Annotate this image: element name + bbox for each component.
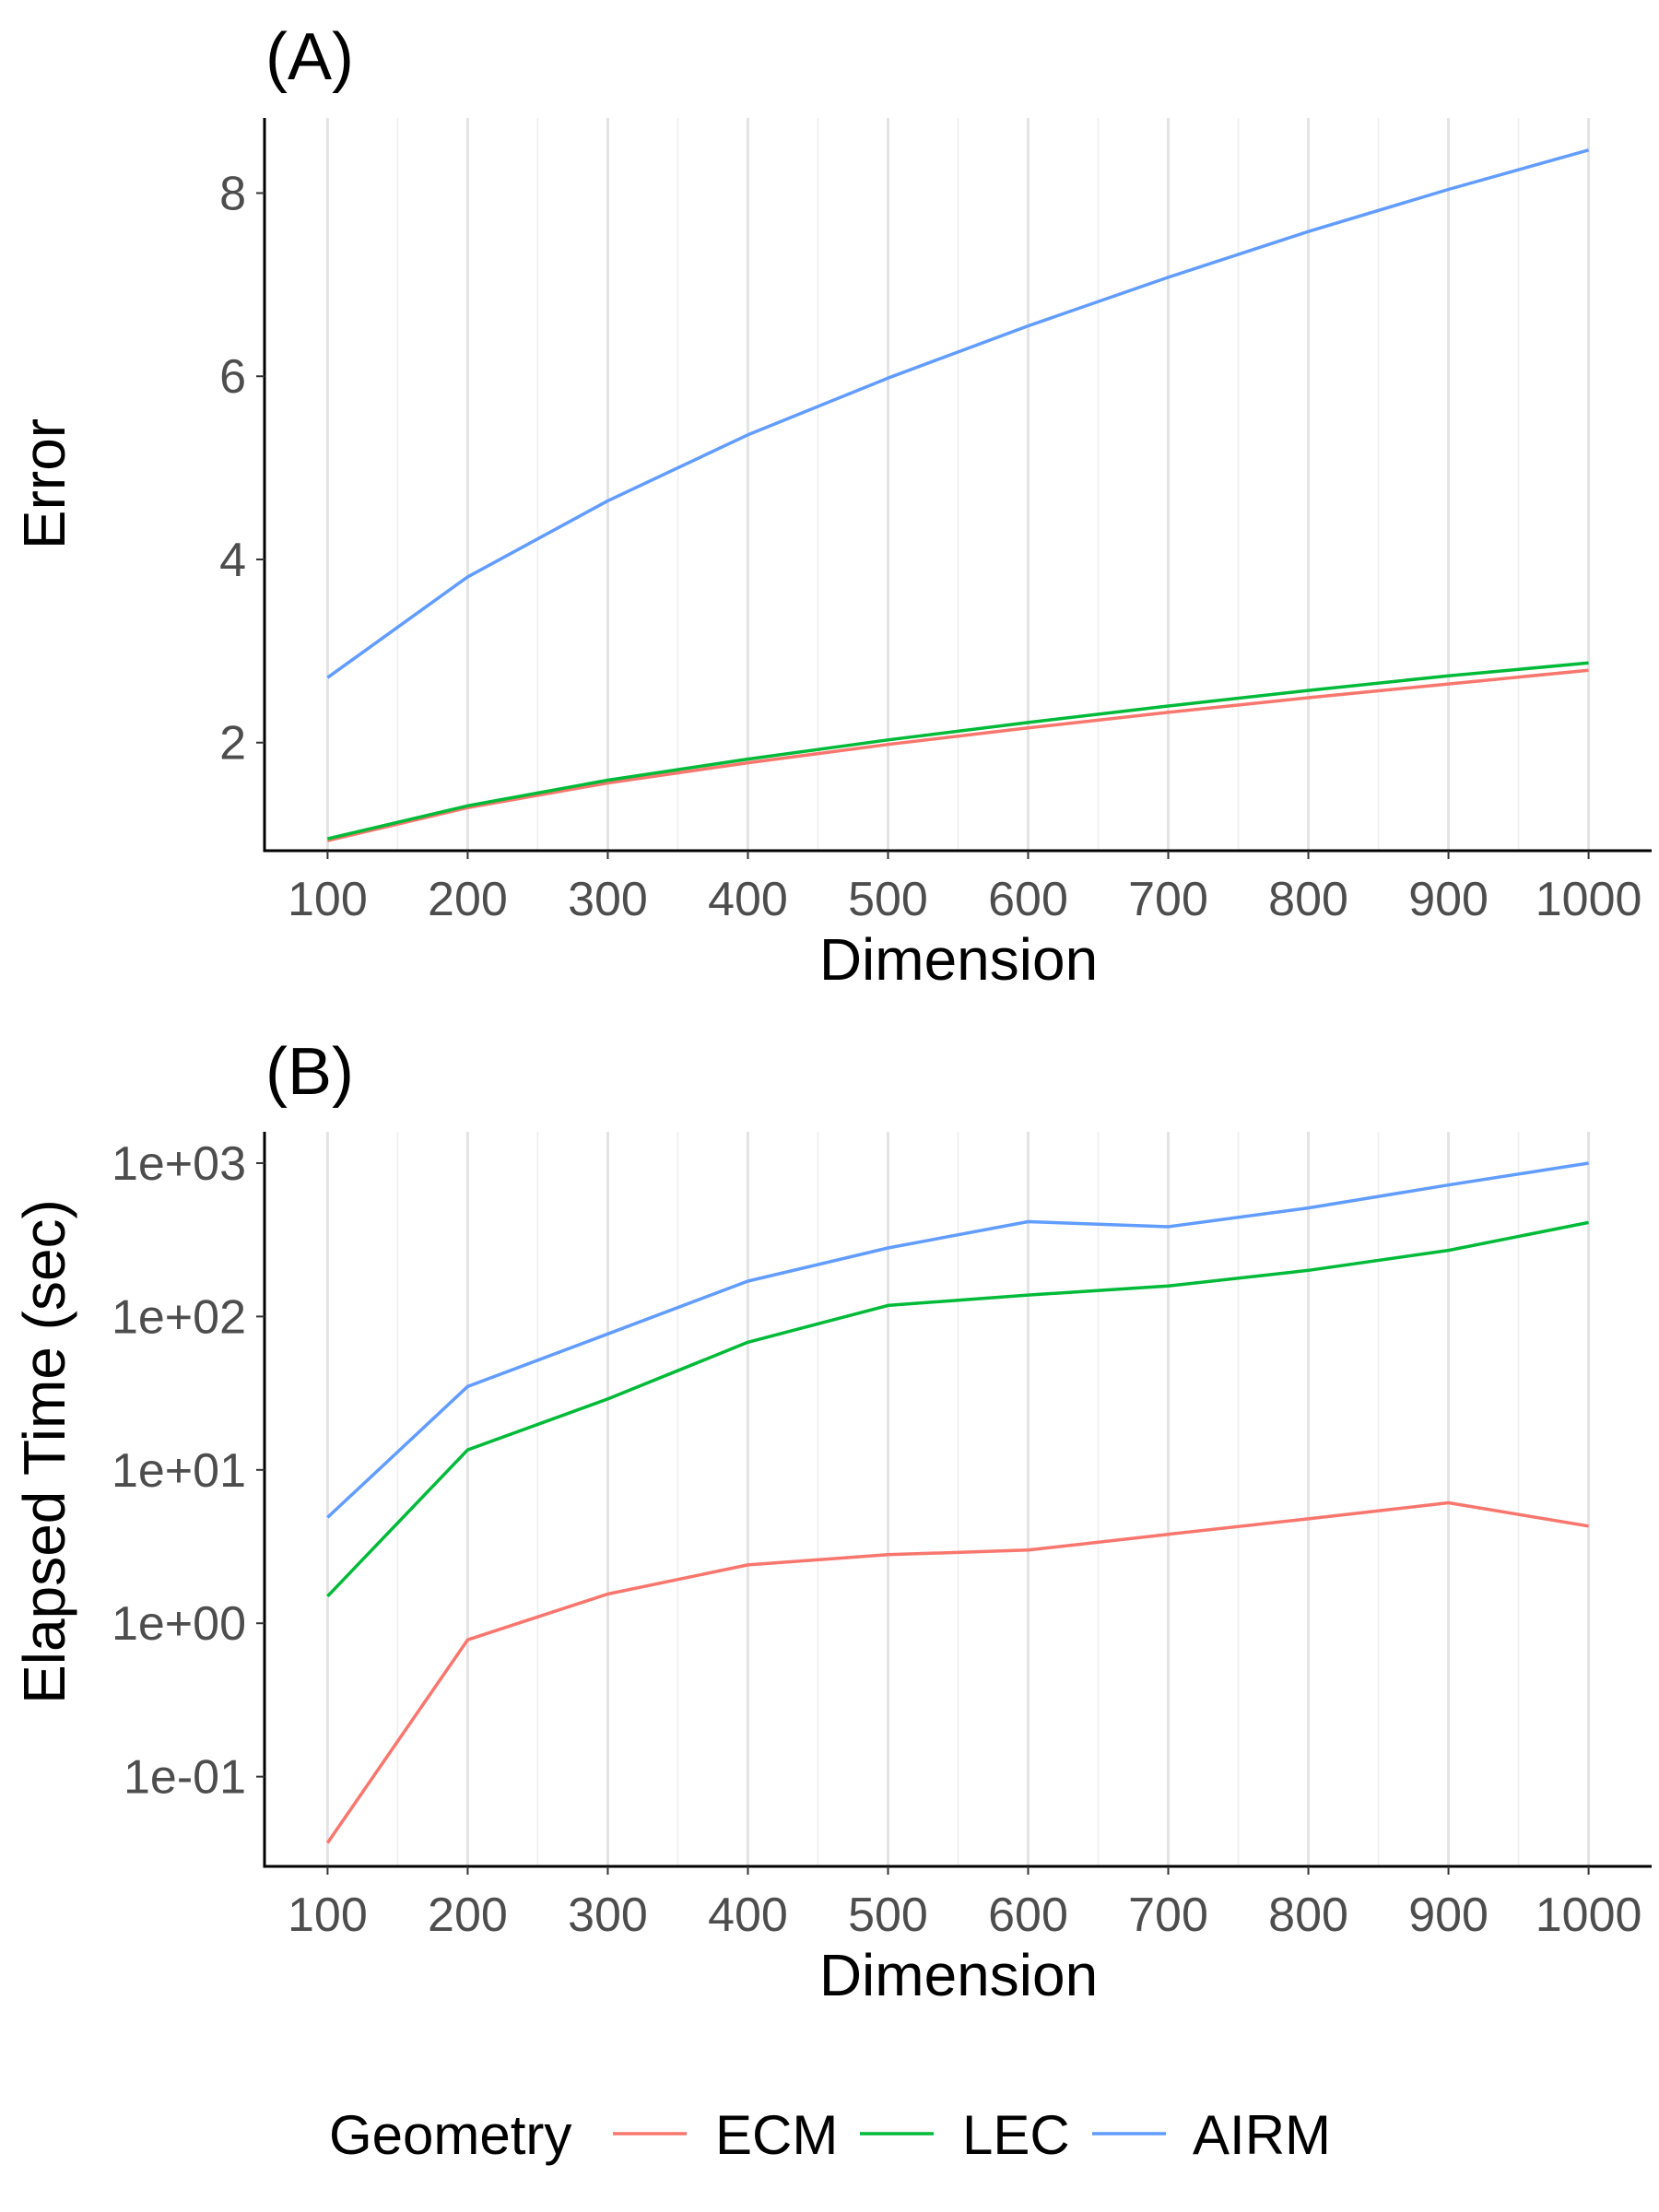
panel-a-x-tick-label: 300 — [568, 873, 648, 926]
panel-a-x-tick-label: 100 — [288, 873, 368, 926]
panel-a-x-tick-label: 200 — [428, 873, 508, 926]
panel-a-series — [326, 148, 1590, 842]
panel-b-x-tick-label: 100 — [288, 1888, 368, 1942]
panel-a-grid — [325, 118, 1591, 851]
panel-a-y-axis-title: Error — [11, 418, 77, 549]
panel-b-series-ecm — [325, 1500, 1589, 1844]
panel-b-x-tick-label: 200 — [428, 1888, 508, 1942]
panel-a-x-tick-label: 400 — [708, 873, 788, 926]
panel-a-x-tick-label: 900 — [1408, 873, 1488, 926]
panel-a-y-tick-label: 2 — [219, 717, 246, 771]
panel-b-y-tick-label: 1e-01 — [124, 1751, 246, 1805]
panel-b-series-airm — [326, 1161, 1589, 1519]
panel-b-title: (B) — [265, 1035, 354, 1109]
panel-a-y-tick-label: 4 — [219, 534, 246, 587]
panel-b-y-ticks: 1e-01 1e+00 1e+01 1e+02 1e+03 — [112, 1137, 265, 1805]
panel-b-x-tick-label: 800 — [1268, 1888, 1348, 1942]
panel-a-series-airm — [326, 148, 1590, 679]
panel-a-series-lec — [326, 661, 1589, 841]
panel-a-series-ecm — [326, 668, 1589, 842]
panel-a-y-ticks: 2 4 6 8 — [219, 167, 265, 771]
panel-a-y-tick-label: 8 — [219, 167, 246, 220]
panel-b-x-ticks: 100 200 300 400 500 600 700 800 900 1000 — [288, 1866, 1641, 1942]
legend-label-lec: LEC — [962, 2104, 1070, 2166]
panel-a-title: (A) — [265, 20, 354, 94]
legend-label-airm: AIRM — [1193, 2104, 1331, 2166]
panel-b-x-tick-label: 300 — [568, 1888, 648, 1942]
panel-b-x-tick-label: 900 — [1408, 1888, 1488, 1942]
panel-b-x-tick-label: 600 — [988, 1888, 1068, 1942]
panel-b-series — [325, 1161, 1589, 1844]
panel-b-x-axis-title: Dimension — [819, 1942, 1098, 2008]
panel-a-x-tick-label: 700 — [1128, 873, 1208, 926]
panel-a-x-ticks: 100 200 300 400 500 600 700 800 900 1000 — [288, 851, 1641, 926]
panel-b: (B) 100 200 300 400 500 600 700 800 900 1000 1e-0… — [11, 1035, 1652, 2008]
panel-a-x-axis-title: Dimension — [819, 926, 1098, 993]
panel-b-grid — [325, 1132, 1591, 1866]
panel-b-x-tick-label: 700 — [1128, 1888, 1208, 1942]
panel-a-x-tick-label: 600 — [988, 873, 1068, 926]
panel-b-y-tick-label: 1e+01 — [112, 1444, 246, 1498]
panel-a-y-tick-label: 6 — [219, 350, 246, 404]
panel-a-x-tick-label: 500 — [848, 873, 928, 926]
legend-label-ecm: ECM — [715, 2104, 838, 2166]
panel-b-x-tick-label: 1000 — [1535, 1888, 1642, 1942]
legend: Geometry ECM LEC AIRM — [329, 2104, 1331, 2166]
panel-b-y-tick-label: 1e+02 — [112, 1290, 246, 1344]
panel-b-x-tick-label: 400 — [708, 1888, 788, 1942]
panel-b-y-tick-label: 1e+00 — [112, 1597, 246, 1651]
panel-b-y-axis-title: Elapsed Time (sec) — [11, 1199, 77, 1704]
panel-b-x-tick-label: 500 — [848, 1888, 928, 1942]
panel-a-x-tick-label: 1000 — [1535, 873, 1642, 926]
legend-title: Geometry — [329, 2104, 571, 2166]
panel-b-y-tick-label: 1e+03 — [112, 1137, 246, 1191]
panel-a-x-tick-label: 800 — [1268, 873, 1348, 926]
panel-a: (A) 100 200 300 400 500 600 700 800 900 1000 2 4 6 8… — [11, 20, 1652, 993]
panel-b-series-lec — [326, 1220, 1589, 1598]
